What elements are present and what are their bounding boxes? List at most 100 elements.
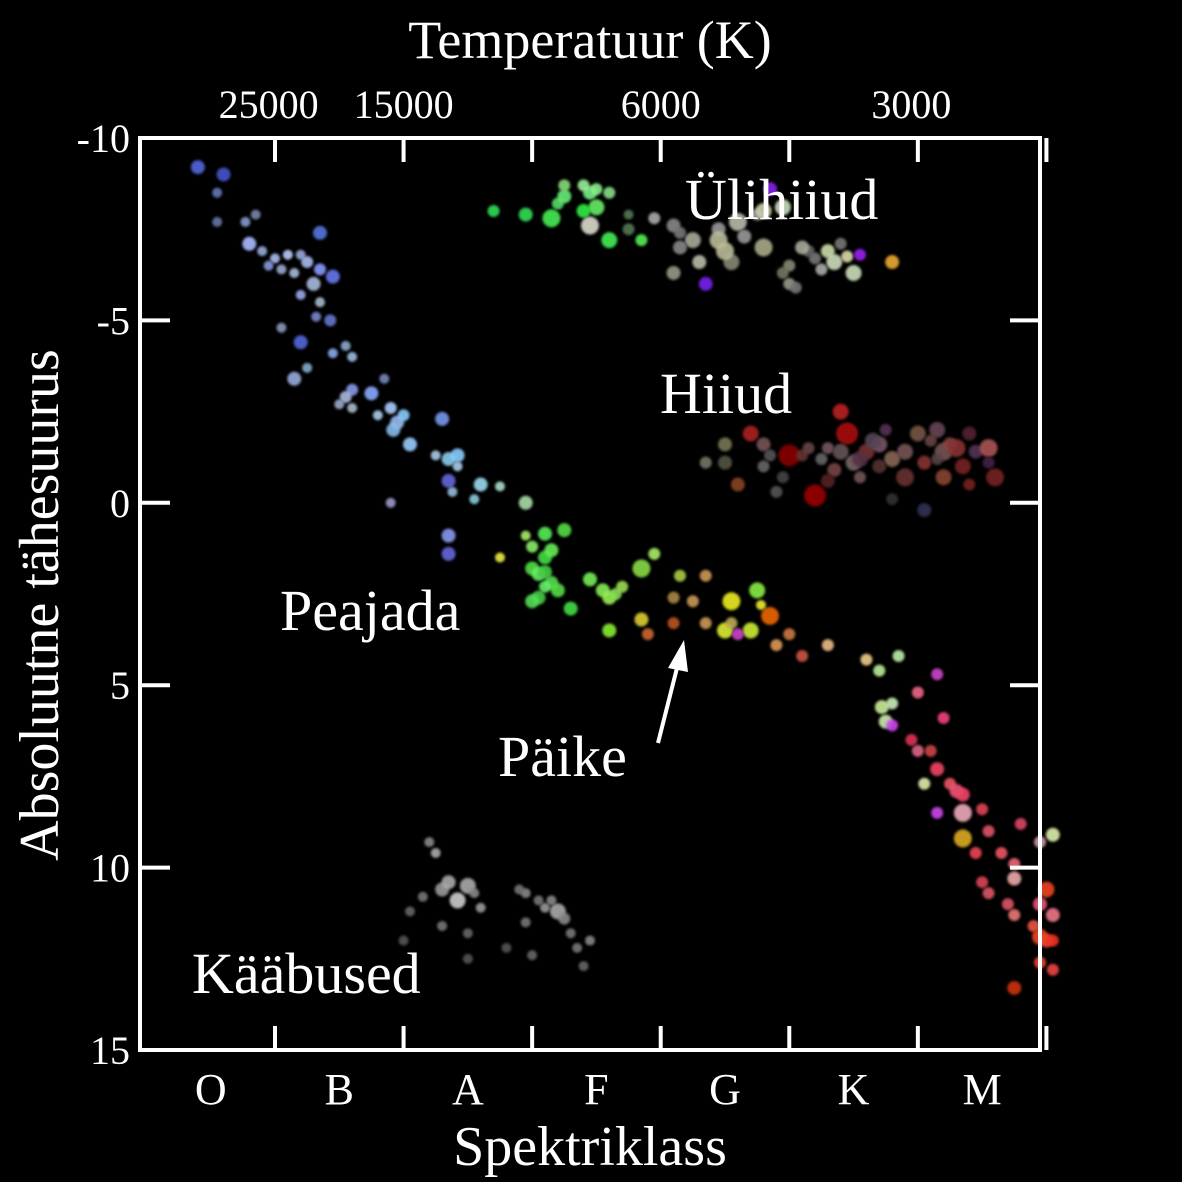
- star-point: [947, 439, 966, 458]
- star-point: [648, 547, 661, 560]
- sun-label: Päike: [498, 724, 627, 789]
- star-point: [666, 265, 681, 280]
- star-point: [212, 187, 223, 198]
- star-point: [1046, 934, 1059, 947]
- star-point: [718, 437, 732, 452]
- star-point: [634, 612, 649, 627]
- star-point: [558, 912, 571, 925]
- star-point: [864, 432, 881, 449]
- star-point: [424, 837, 435, 848]
- star-point: [315, 297, 325, 308]
- star-point: [295, 249, 306, 260]
- star-point: [648, 212, 661, 225]
- star-point: [572, 942, 583, 953]
- star-point: [469, 494, 480, 505]
- star-point: [731, 628, 744, 641]
- temperature-tick-label: 15000: [354, 82, 454, 127]
- star-point: [924, 434, 937, 447]
- star-point: [918, 777, 931, 790]
- star-point: [795, 240, 810, 255]
- spectral-class-label: F: [584, 1065, 608, 1114]
- star-point: [937, 712, 950, 725]
- star-point: [764, 449, 776, 462]
- star-point: [302, 362, 313, 373]
- star-point: [821, 442, 834, 455]
- y-tick-label: 15: [90, 1028, 130, 1073]
- star-point: [518, 207, 533, 222]
- supergiants-label: Ülihiiud: [685, 167, 878, 232]
- star-point: [520, 917, 531, 928]
- star-point: [1001, 898, 1014, 911]
- star-point: [449, 892, 466, 909]
- star-point: [905, 733, 918, 746]
- star-point: [487, 204, 500, 217]
- series-Ülihiiud: [487, 179, 900, 294]
- star-point: [820, 473, 835, 488]
- star-point: [557, 523, 572, 538]
- star-point: [836, 422, 859, 445]
- star-point: [789, 281, 802, 294]
- star-point: [347, 351, 358, 362]
- star-point: [601, 232, 618, 249]
- star-point: [525, 594, 540, 609]
- star-point: [282, 249, 293, 260]
- star-point: [931, 668, 944, 681]
- star-point: [742, 425, 759, 442]
- star-point: [718, 455, 732, 470]
- star-point: [776, 266, 789, 279]
- star-point: [347, 402, 358, 413]
- star-point: [403, 437, 417, 452]
- star-point: [976, 803, 989, 816]
- star-point: [462, 953, 473, 964]
- star-point: [827, 462, 842, 477]
- star-point: [879, 423, 892, 436]
- y-axis-label: Absoluutne tähesuurus: [9, 349, 71, 861]
- star-point: [577, 179, 590, 192]
- star-point: [909, 425, 926, 442]
- star-point: [533, 895, 544, 906]
- star-point: [1027, 919, 1040, 932]
- axis-ticks: [140, 136, 1049, 1052]
- star-point: [754, 238, 773, 257]
- star-point: [686, 595, 699, 608]
- dwarfs-label: Kääbused: [192, 941, 421, 1006]
- star-point: [539, 580, 551, 593]
- star-point: [917, 503, 932, 518]
- star-point: [778, 444, 801, 467]
- star-point: [756, 599, 766, 610]
- star-point: [897, 443, 913, 460]
- star-point: [969, 847, 982, 860]
- star-point: [540, 902, 550, 913]
- star-point: [742, 622, 759, 639]
- star-point: [852, 451, 868, 468]
- star-point: [518, 495, 533, 510]
- star-point: [581, 216, 599, 235]
- star-point: [306, 276, 321, 291]
- star-point: [886, 719, 899, 732]
- star-point: [698, 276, 713, 291]
- star-point: [542, 209, 561, 228]
- giants-label: Hiiud: [660, 361, 792, 426]
- star-point: [623, 209, 634, 220]
- star-point: [770, 639, 783, 652]
- spectral-class-label: K: [838, 1065, 870, 1114]
- star-point: [699, 456, 712, 469]
- spectral-class-label: G: [709, 1065, 741, 1114]
- star-point: [257, 246, 268, 257]
- star-point: [774, 199, 791, 216]
- star-point: [632, 559, 651, 578]
- star-point: [832, 403, 849, 420]
- main-sequence-label: Peajada: [280, 578, 460, 643]
- star-point: [757, 460, 770, 473]
- star-point: [979, 439, 998, 458]
- star-point: [929, 421, 946, 438]
- star-point: [930, 762, 945, 777]
- star-point: [641, 628, 654, 641]
- star-point: [674, 569, 686, 582]
- star-point: [770, 485, 783, 498]
- star-point: [860, 653, 873, 666]
- star-point: [725, 617, 738, 630]
- star-point: [473, 477, 488, 492]
- star-point: [728, 212, 747, 231]
